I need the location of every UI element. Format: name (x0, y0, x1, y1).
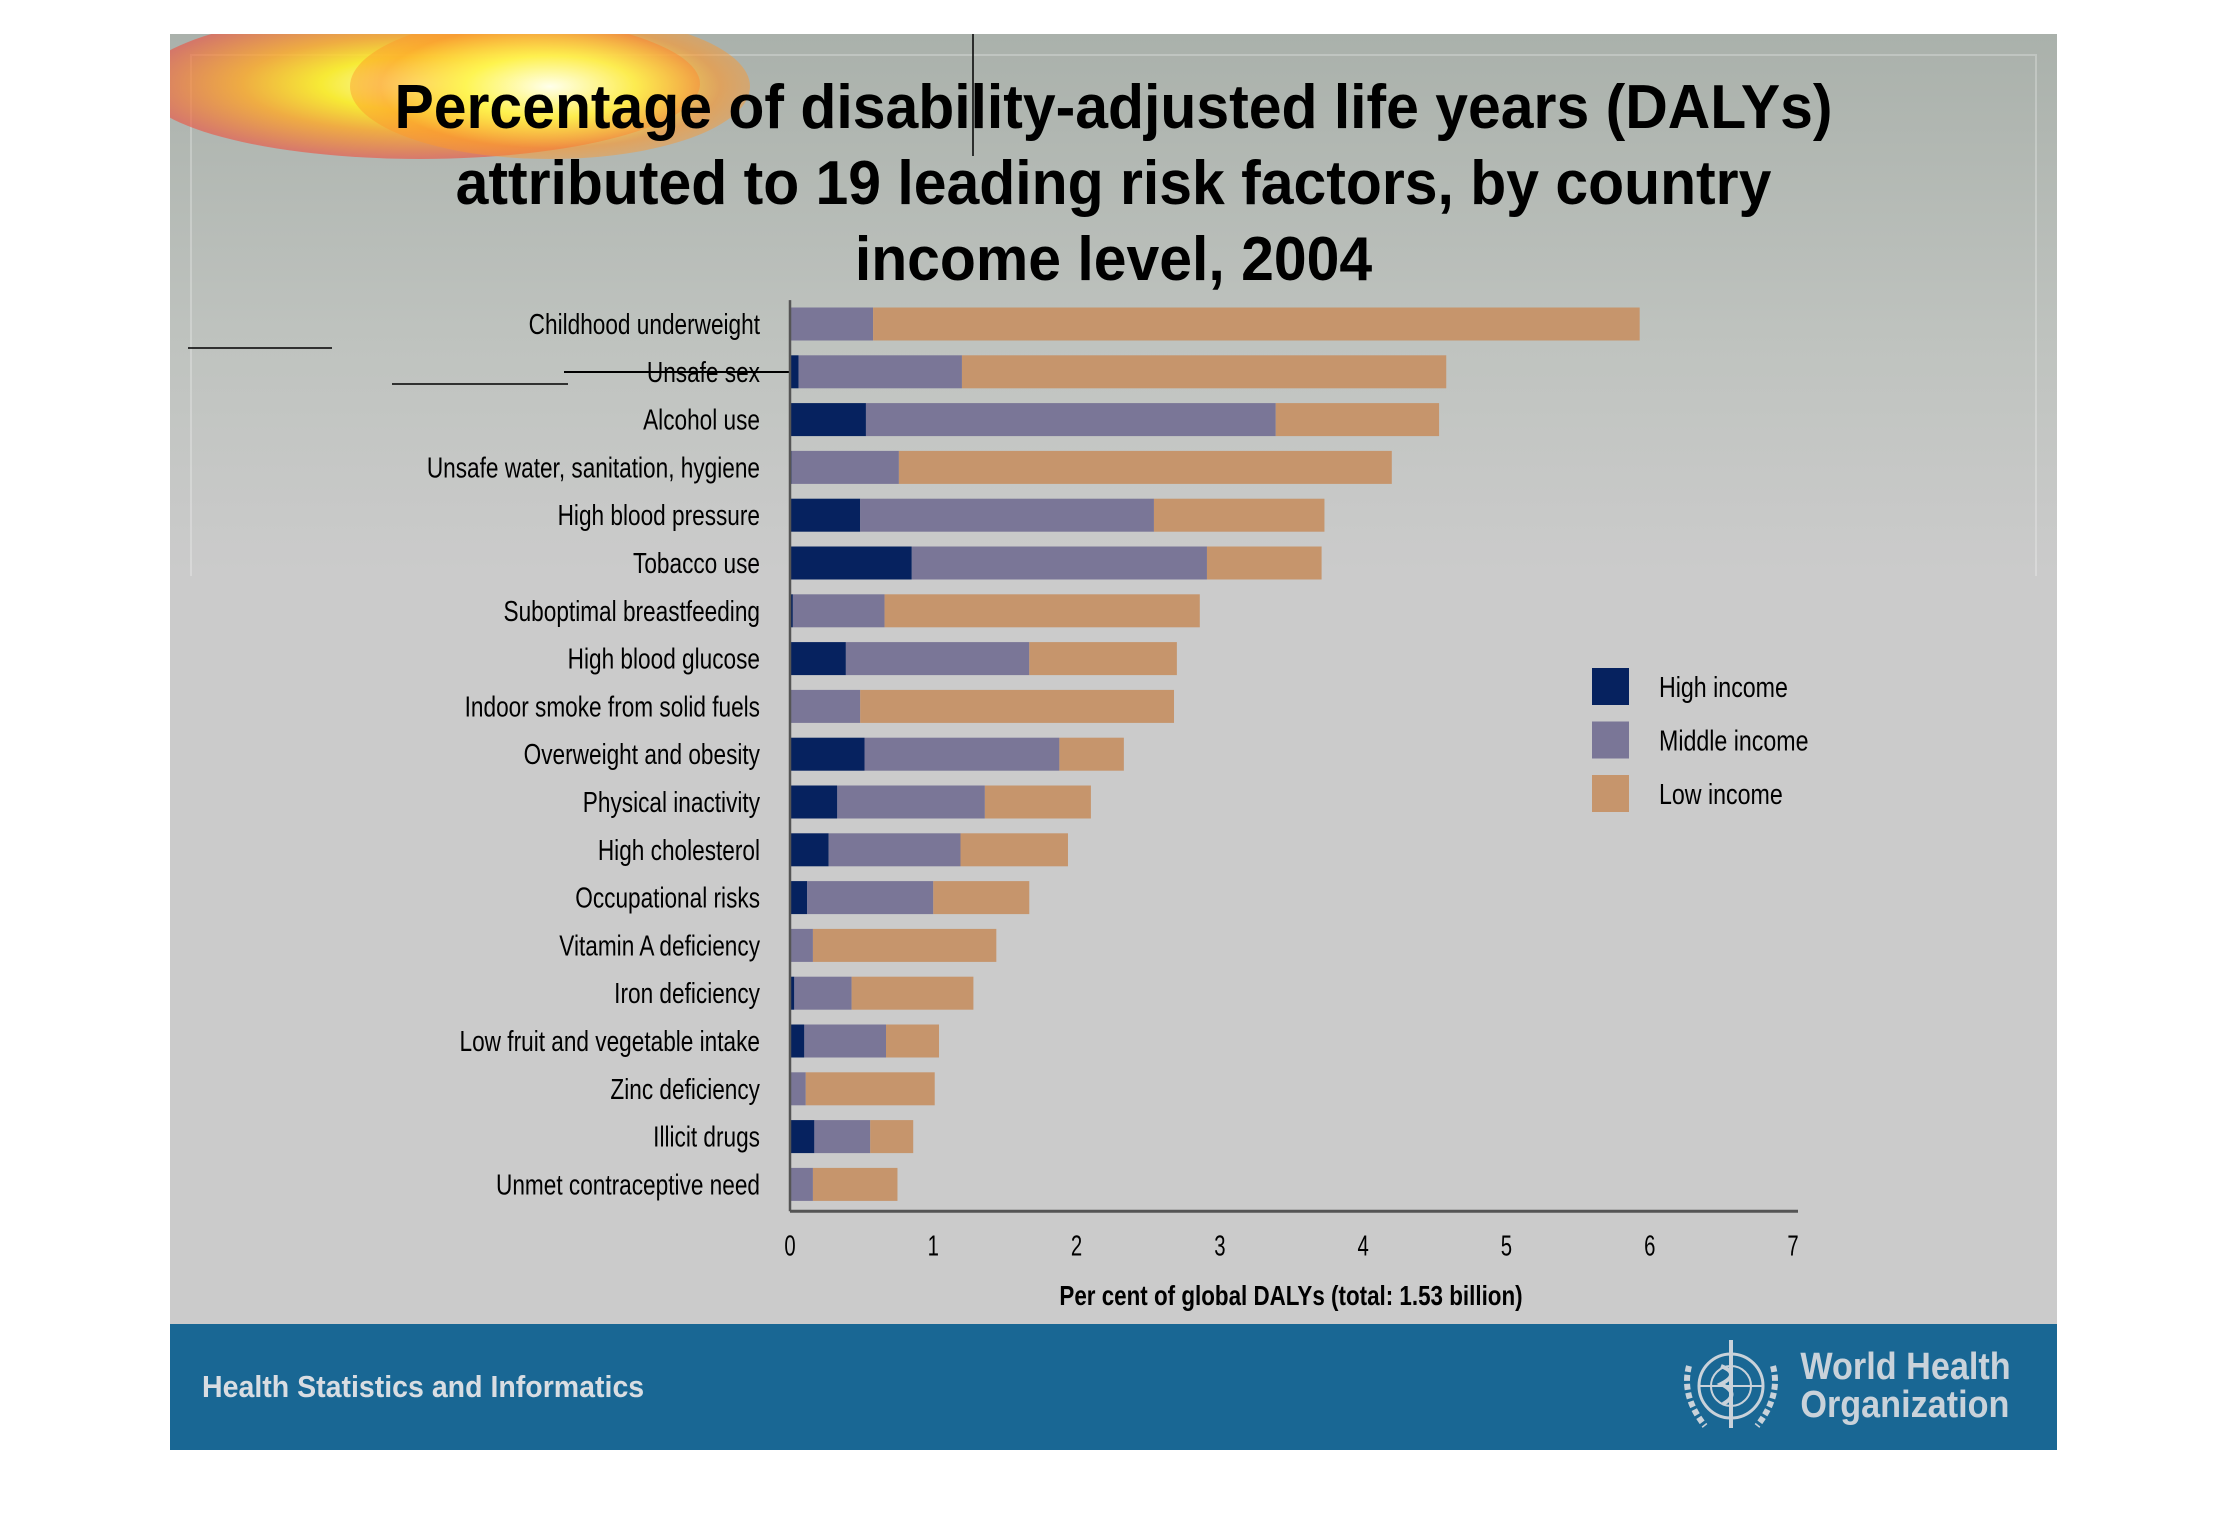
bar-segment-low-income (898, 450, 1392, 484)
title-line: Percentage of disability-adjusted life y… (394, 73, 1833, 142)
category-label: High blood glucose (568, 642, 760, 675)
title-line: attributed to 19 leading risk factors, b… (455, 149, 1772, 218)
bar-segment-middle-income (790, 928, 813, 962)
bar-segment-high-income (790, 498, 861, 532)
who-emblem-logo (1684, 1340, 1778, 1428)
bar-segment-middle-income (798, 355, 962, 389)
chart-title: Percentage of disability-adjusted life y… (170, 70, 2057, 298)
bar-segment-low-income (960, 833, 1068, 867)
legend-label: Low income (1659, 777, 1783, 810)
bar-segment-middle-income (792, 594, 885, 628)
bar-segment-low-income (851, 976, 974, 1010)
bar-segment-low-income (1059, 737, 1124, 771)
bar-segment-low-income (870, 1120, 914, 1154)
x-tick-label: 1 (928, 1230, 939, 1262)
bar-segment-middle-income (828, 833, 961, 867)
bar-segment-high-income (790, 737, 865, 771)
slide-frame (190, 54, 2037, 576)
x-tick-label: 6 (1644, 1230, 1655, 1262)
category-label: Unsafe sex (647, 355, 760, 388)
x-tick-label: 4 (1357, 1230, 1368, 1262)
bar-segment-high-income (790, 546, 912, 580)
bar-segment-low-income (933, 881, 1030, 915)
category-label: High cholesterol (598, 833, 760, 866)
bar-segment-middle-income (804, 1024, 887, 1058)
bar-segment-low-income (984, 785, 1091, 819)
category-label: Indoor smoke from solid fuels (465, 690, 760, 723)
title-line: income level, 2004 (854, 225, 1373, 294)
bar-segment-middle-income (790, 307, 874, 341)
category-label: Low fruit and vegetable intake (460, 1024, 760, 1057)
category-label: Overweight and obesity (524, 737, 760, 770)
category-label: Alcohol use (643, 403, 760, 436)
bar-segment-middle-income (790, 1167, 813, 1201)
bar-segment-high-income (790, 403, 866, 437)
bar-segment-low-income (860, 689, 1175, 723)
x-tick-label: 3 (1214, 1230, 1225, 1262)
bar-segment-high-income (790, 1024, 805, 1058)
legend-swatch (1592, 721, 1629, 759)
bar-segment-middle-income (837, 785, 985, 819)
bar-segment-low-income (884, 594, 1200, 628)
bar-segment-low-income (805, 1072, 935, 1106)
bar-segment-low-income (1029, 642, 1177, 676)
bar-segment-high-income (790, 594, 793, 628)
category-label: Tobacco use (633, 546, 760, 579)
bar-segment-high-income (790, 833, 829, 867)
category-label: Suboptimal breastfeeding (504, 594, 760, 627)
x-tick-label: 7 (1787, 1230, 1798, 1262)
category-label: Unmet contraceptive need (496, 1168, 760, 1201)
bar-segment-middle-income (814, 1120, 871, 1154)
category-label: Illicit drugs (653, 1120, 760, 1153)
annotation-lines (188, 34, 974, 385)
bar-segment-middle-income (791, 450, 899, 484)
category-label: Unsafe water, sanitation, hygiene (427, 451, 760, 484)
x-tick-label: 5 (1501, 1230, 1512, 1262)
bar-segment-middle-income (860, 498, 1154, 532)
bar-segment-low-income (1275, 403, 1440, 437)
footer-department-text: Health Statistics and Informatics (202, 1369, 645, 1404)
bar-segment-middle-income (845, 642, 1030, 676)
who-logo-text: World Health Organization (1801, 1348, 2011, 1424)
category-label: Occupational risks (575, 881, 760, 914)
bar-segment-middle-income (807, 881, 934, 915)
x-axis-label: Per cent of global DALYs (total: 1.53 bi… (1059, 1281, 1522, 1312)
bar-segment-low-income (812, 928, 997, 962)
legend-label: Middle income (1659, 724, 1809, 757)
category-label: Vitamin A deficiency (559, 929, 760, 962)
bar-segment-middle-income (790, 1072, 806, 1106)
footer-band: Health Statistics and Informatics World … (170, 1324, 2057, 1450)
who-logo-line: World Health (1800, 1346, 2011, 1388)
bar-segment-low-income (1153, 498, 1325, 532)
bar-segment-low-income (873, 307, 1640, 341)
x-tick-label: 0 (784, 1230, 795, 1262)
bar-segment-high-income (790, 642, 846, 676)
who-logo-line: Organization (1800, 1384, 2010, 1426)
legend-swatch (1592, 775, 1629, 812)
bar-segment-high-income (790, 785, 838, 819)
bar-segment-middle-income (864, 737, 1060, 771)
bar-segment-high-income (790, 881, 808, 915)
category-label: Childhood underweight (529, 307, 761, 340)
bar-segment-middle-income (794, 976, 852, 1010)
bar-segment-high-income (790, 355, 799, 389)
bar-segment-middle-income (790, 689, 861, 723)
bar-segment-low-income (812, 1167, 898, 1201)
bar-segment-low-income (961, 355, 1447, 389)
category-label: Physical inactivity (583, 785, 760, 818)
legend-label: High income (1659, 670, 1788, 703)
bar-segment-middle-income (911, 546, 1207, 580)
category-label: Iron deficiency (614, 976, 760, 1009)
category-label: High blood pressure (558, 498, 760, 531)
bar-segment-low-income (886, 1024, 940, 1058)
bar-segment-low-income (1206, 546, 1322, 580)
category-label: Zinc deficiency (610, 1072, 760, 1105)
legend-swatch (1592, 668, 1629, 705)
x-tick-label: 2 (1071, 1230, 1082, 1262)
bar-segment-high-income (790, 976, 795, 1010)
bar-segment-high-income (790, 1120, 815, 1154)
bar-segment-middle-income (865, 403, 1276, 437)
